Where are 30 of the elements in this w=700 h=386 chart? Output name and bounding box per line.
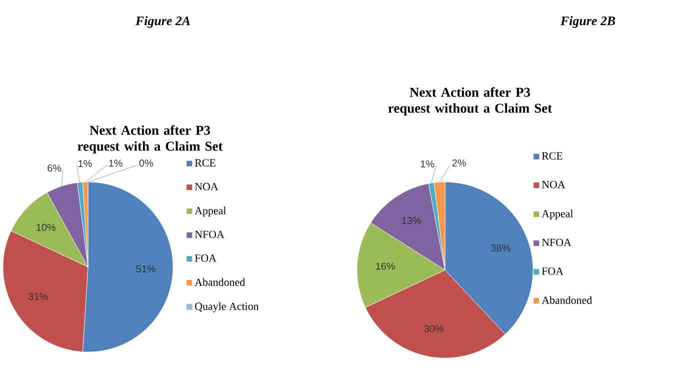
- data-label: 13%: [402, 216, 421, 224]
- legend-label: RCE: [194, 159, 216, 167]
- data-label: 1%: [78, 160, 92, 168]
- legend-label: Abandoned: [194, 278, 245, 286]
- legend-label: NFOA: [542, 238, 572, 246]
- data-label: 2%: [452, 159, 466, 166]
- caption: Figure 2A: [135, 16, 190, 28]
- legend-label: FOA: [542, 267, 564, 275]
- text: 0%: [139, 160, 154, 167]
- legend-label: FOA: [194, 254, 216, 262]
- data-label: 16%: [376, 262, 395, 270]
- data-label: 30%: [424, 325, 444, 332]
- data-label: 51%: [136, 265, 156, 272]
- data-label: 1%: [109, 160, 122, 167]
- caption: Figure 2B: [560, 16, 616, 28]
- legend-label: Appeal: [194, 206, 226, 217]
- data-label: 1%: [420, 160, 434, 168]
- data-label: 6%: [48, 164, 62, 172]
- legend-label: NFOA: [194, 230, 224, 238]
- data-label: 38%: [491, 244, 510, 252]
- data-label: 10%: [36, 224, 56, 231]
- legend-label: Appeal: [542, 210, 574, 220]
- chart-title: Next Action after P3 request with a Claim Set: [78, 125, 223, 154]
- legend-label: NOA: [542, 180, 566, 188]
- data-label: 31%: [28, 292, 48, 300]
- legend-label: RCE: [542, 152, 562, 160]
- legend-label: Quayle Action: [195, 302, 259, 312]
- chart-title: Next Action after P3 request without a Claim Set: [388, 87, 552, 116]
- legend-label: Abandoned: [542, 296, 592, 304]
- legend-label: NOA: [194, 182, 218, 190]
